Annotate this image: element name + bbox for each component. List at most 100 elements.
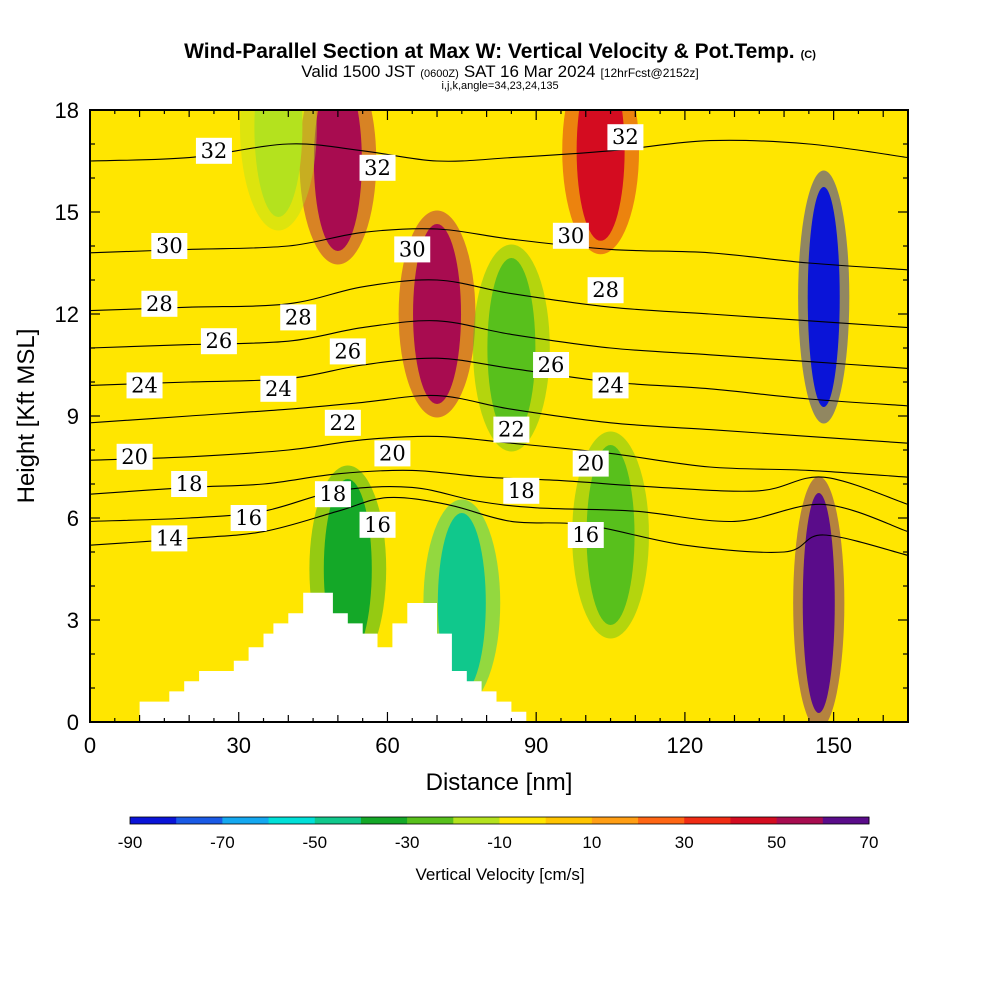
contour-label-box-3 — [151, 233, 188, 259]
contour-label-6: 28 — [146, 292, 173, 316]
contour-label-box-1 — [359, 154, 396, 181]
colorbar-segment — [591, 817, 639, 824]
contour-labels: 32 32 32 30 30 30 28 28 28 26 26 26 24 24 24 22 22 20 20 20… — [116, 124, 644, 552]
velocity-core-2 — [576, 110, 625, 241]
copyright-mark: (C) — [801, 49, 817, 61]
subtitle-utc: (0600Z) — [420, 68, 459, 80]
colorbar-segment — [176, 817, 223, 824]
chart-title: Wind-Parallel Section at Max W: Vertical… — [184, 40, 816, 63]
colorbar-label: Vertical Velocity [cm/s] — [415, 865, 584, 884]
colorbar-segment — [822, 817, 870, 824]
x-axis-label: Distance [nm] — [426, 769, 573, 796]
contour-label-box-10 — [329, 338, 366, 365]
x-axis: 0 30 60 90 120 150 — [84, 110, 909, 758]
contour-label-26: 14 — [156, 526, 183, 550]
y-tick-label: 9 — [67, 404, 79, 429]
theta-contour-24 — [90, 357, 908, 407]
contour-label-box-25 — [567, 522, 604, 548]
x-tick-label: 90 — [524, 733, 548, 758]
contour-label-20: 18 — [176, 472, 203, 496]
x-tick-label: 120 — [667, 733, 704, 758]
contour-label-2: 32 — [612, 125, 639, 149]
colorbar-segment — [499, 817, 547, 824]
contour-label-16: 22 — [498, 418, 525, 442]
velocity-core-0 — [313, 110, 362, 251]
contour-label-5: 30 — [558, 224, 585, 248]
contour-label-box-4 — [394, 236, 431, 263]
colorbar-segment — [407, 817, 454, 824]
contour-label-box-9 — [200, 328, 237, 355]
contour-label-box-5 — [552, 222, 589, 249]
contour-label-box-18 — [374, 440, 411, 467]
contour-label-15: 22 — [329, 411, 356, 435]
colorbar-tick-label: 30 — [675, 833, 694, 852]
chart-subtitle: Valid 1500 JST (0600Z) SAT 16 Mar 2024 [12h… — [301, 62, 698, 81]
colorbar-tick-label: -90 — [118, 833, 143, 852]
contour-label-19: 20 — [577, 452, 604, 476]
velocity-core-4 — [802, 493, 835, 713]
y-tick-label: 12 — [55, 302, 79, 327]
colorbar-tick-label: 70 — [860, 833, 879, 852]
colorbar-segment — [130, 817, 177, 824]
contour-label-14: 24 — [597, 373, 624, 397]
y-axis-label: Height [Kft MSL] — [13, 329, 40, 504]
y-axis: 0 3 6 9 12 15 18 — [55, 98, 908, 735]
contour-label-0: 32 — [201, 139, 228, 163]
theta-contour-32 — [90, 139, 908, 162]
contour-label-box-17 — [116, 443, 153, 470]
contour-label-12: 24 — [131, 373, 158, 397]
colorbar-tick-label: -10 — [487, 833, 512, 852]
contour-label-11: 26 — [538, 353, 565, 377]
contour-label-box-7 — [280, 304, 317, 331]
contour-label-24: 16 — [364, 513, 391, 537]
colorbar-segment — [314, 817, 362, 824]
colorbar-tick-label: 50 — [767, 833, 786, 852]
y-tick-label: 15 — [55, 200, 79, 225]
velocity-core-7 — [586, 445, 635, 625]
colorbar-tick-label: -70 — [210, 833, 235, 852]
colorbar-segment — [684, 817, 731, 824]
contour-label-box-0 — [195, 137, 232, 164]
theta-contour-28 — [90, 279, 908, 329]
terrain — [90, 592, 908, 722]
contour-label-17: 20 — [121, 445, 148, 469]
theta-contour-20 — [90, 435, 908, 478]
subtitle-ijk: i,j,k,angle=34,23,24,135 — [441, 80, 558, 92]
contour-label-10: 26 — [334, 339, 361, 363]
contour-label-box-16 — [493, 416, 530, 443]
contour-label-21: 18 — [320, 482, 347, 506]
x-tick-label: 30 — [226, 733, 250, 758]
contour-label-box-8 — [587, 277, 624, 304]
colorbar: -90 -70 -50 -30 -10 10 30 50 70 — [118, 816, 879, 852]
contour-label-box-11 — [533, 352, 570, 378]
theta-contours — [90, 139, 908, 556]
y-tick-label: 18 — [55, 98, 79, 123]
subtitle-date: SAT 16 Mar 2024 — [464, 62, 596, 81]
contour-label-box-21 — [314, 481, 351, 508]
theta-contour-22 — [90, 394, 908, 444]
contour-label-box-20 — [171, 471, 208, 497]
colorbar-segment — [776, 817, 824, 824]
contour-label-23: 16 — [235, 506, 262, 530]
contour-label-box-19 — [572, 450, 609, 477]
contour-label-25: 16 — [572, 523, 599, 547]
colorbar-segment — [730, 817, 778, 824]
y-tick-label: 3 — [67, 608, 79, 633]
contour-label-9: 26 — [206, 329, 233, 353]
colorbar-segment — [360, 817, 408, 824]
colorbar-tick-label: -50 — [302, 833, 327, 852]
velocity-core-6 — [487, 258, 536, 438]
theta-contour-30 — [90, 228, 908, 271]
contour-label-3: 30 — [156, 234, 183, 258]
contour-label-box-14 — [592, 372, 629, 399]
velocity-core-3 — [807, 187, 840, 407]
contour-label-box-13 — [260, 375, 297, 402]
x-tick-label: 0 — [84, 733, 96, 758]
colorbar-segment — [268, 817, 316, 824]
colorbar-segment — [545, 817, 593, 824]
colorbar-tick-label: -30 — [395, 833, 420, 852]
y-tick-label: 6 — [67, 506, 79, 531]
colorbar-segment — [222, 817, 270, 824]
y-tick-label: 0 — [67, 710, 79, 735]
subtitle-valid: Valid 1500 JST — [301, 62, 415, 81]
